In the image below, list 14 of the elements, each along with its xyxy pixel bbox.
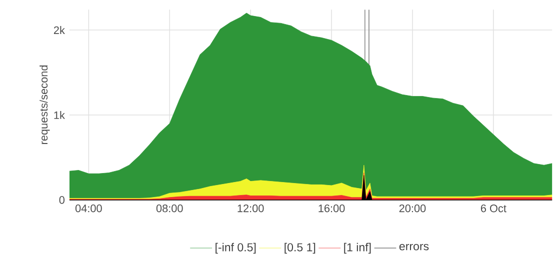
x-tick-label: 04:00 <box>75 204 102 212</box>
x-tick-label: 16:00 <box>318 204 345 212</box>
x-tick-label: 12:00 <box>238 204 264 212</box>
legend-label: [1 inf] <box>344 242 371 254</box>
y-tick-label: 0 <box>59 196 64 204</box>
x-tick-label: 6 Oct <box>480 204 506 212</box>
x-tick-label: 20:00 <box>399 204 426 212</box>
x-tick-label: 08:00 <box>156 204 183 212</box>
legend-label: [0.5 1] <box>284 242 316 254</box>
y-tick-label: 2k <box>54 26 65 34</box>
y-tick-label: 1k <box>54 110 65 119</box>
legend-label: [-inf 0.5] <box>216 242 256 254</box>
y-axis-title: requests/second <box>40 65 50 144</box>
legend-label: errors <box>399 244 429 250</box>
